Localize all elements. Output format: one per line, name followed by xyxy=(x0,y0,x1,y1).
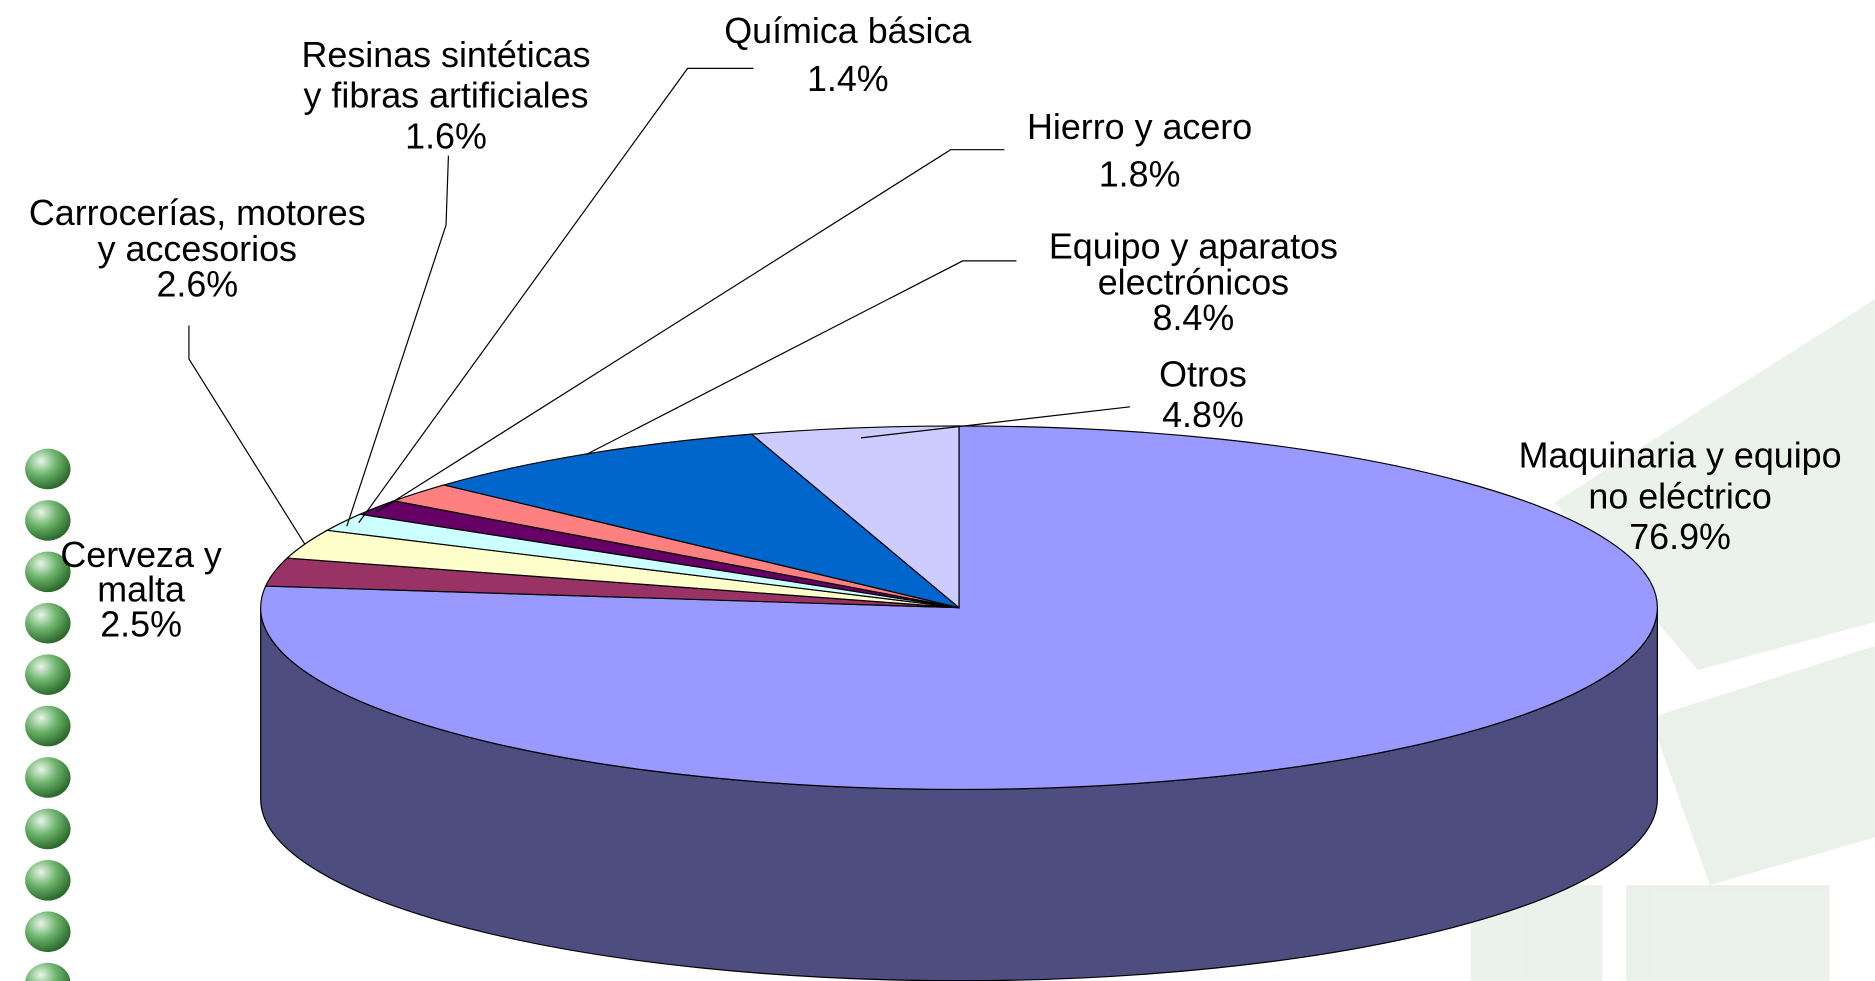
value-label: 1.6% xyxy=(405,116,487,156)
slice-label: Resinas sintéticas xyxy=(302,35,591,75)
slice-label: no eléctrico xyxy=(1588,476,1771,516)
bead xyxy=(25,706,70,747)
bead xyxy=(25,603,70,644)
bead xyxy=(25,757,70,798)
value-label: 1.4% xyxy=(807,59,889,99)
slice-label: y accesorios xyxy=(98,229,297,269)
slice-label: Carrocerías, motores xyxy=(29,193,366,233)
value-label: 8.4% xyxy=(1153,298,1235,338)
slice-label: Equipo y aparatos xyxy=(1049,226,1338,266)
value-label: 76.9% xyxy=(1629,517,1731,557)
value-label: 4.8% xyxy=(1162,395,1244,435)
value-label: 1.8% xyxy=(1099,155,1181,195)
slice-label: Química básica xyxy=(724,11,971,51)
bead xyxy=(25,911,70,952)
slice-label: Otros xyxy=(1159,354,1247,394)
bead xyxy=(25,809,70,850)
bead xyxy=(25,963,70,981)
bead xyxy=(25,860,70,901)
slice-label: y fibras artificiales xyxy=(304,76,589,116)
value-label: 2.5% xyxy=(100,604,182,644)
bead xyxy=(25,449,70,490)
slice-label: electrónicos xyxy=(1098,262,1289,302)
slice-label: Maquinaria y equipo xyxy=(1519,436,1842,476)
value-label: 2.6% xyxy=(156,265,238,305)
slice-label: Hierro y acero xyxy=(1027,107,1252,147)
bead xyxy=(25,654,70,695)
pie xyxy=(261,426,1658,981)
bead-decoration xyxy=(25,449,70,981)
chart: Maquinaria y equipono eléctrico76.9%Cerv… xyxy=(0,0,1875,981)
